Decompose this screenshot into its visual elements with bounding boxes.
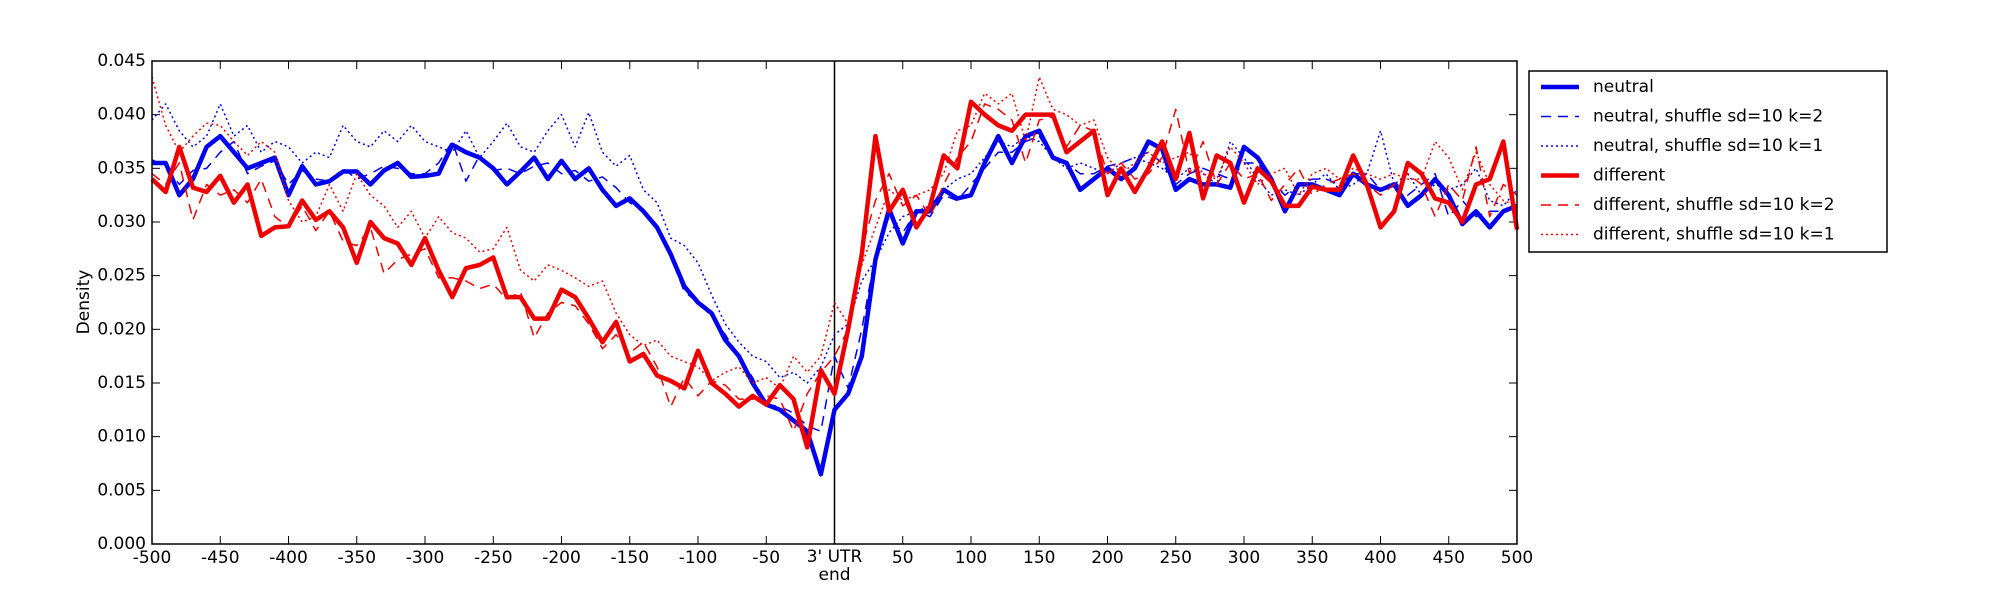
x-tick-label: -100 xyxy=(679,548,718,568)
x-tick-label: -300 xyxy=(406,548,445,568)
y-axis-label: Density xyxy=(74,270,94,335)
y-tick-label: 0.045 xyxy=(97,51,146,71)
x-tick-label: -450 xyxy=(201,548,240,568)
y-tick-label: 0.010 xyxy=(97,427,146,447)
y-tick-label: 0.020 xyxy=(97,319,146,339)
legend-box xyxy=(1528,70,1888,253)
y-tick-label: 0.035 xyxy=(97,158,146,178)
x-tick-label: 200 xyxy=(1091,548,1123,568)
series-line xyxy=(151,103,1518,384)
x-tick-label: -500 xyxy=(133,548,172,568)
x-tick-label: -400 xyxy=(269,548,308,568)
y-tick-label: 0.040 xyxy=(97,105,146,125)
x-tick-label: 350 xyxy=(1296,548,1328,568)
y-tick-label: 0.025 xyxy=(97,266,146,286)
legend-label: neutral xyxy=(1593,77,1654,97)
x-tick-label: 300 xyxy=(1228,548,1260,568)
legend-label: neutral, shuffle sd=10 k=1 xyxy=(1593,136,1823,156)
legend-label: different xyxy=(1593,166,1666,186)
series-line xyxy=(152,128,1518,477)
y-tick-label: 0.015 xyxy=(97,373,146,393)
x-tick-label: -200 xyxy=(542,548,581,568)
legend-label: different, shuffle sd=10 k=2 xyxy=(1593,195,1835,215)
x-tick-label: -250 xyxy=(474,548,513,568)
series-line xyxy=(150,99,1520,450)
x-tick-label: 3' UTR end xyxy=(806,547,863,585)
x-tick-label: 50 xyxy=(892,548,914,568)
x-tick-label: 400 xyxy=(1364,548,1396,568)
x-tick-label: 150 xyxy=(1023,548,1055,568)
plot-frame xyxy=(151,60,1518,545)
x-tick-label: -50 xyxy=(752,548,780,568)
x-tick-label: 500 xyxy=(1501,548,1533,568)
series-line xyxy=(151,135,1518,433)
x-tick-label: -350 xyxy=(337,548,376,568)
legend-label: neutral, shuffle sd=10 k=2 xyxy=(1593,107,1823,127)
legend-label: different, shuffle sd=10 k=1 xyxy=(1593,225,1835,245)
y-tick-label: 0.005 xyxy=(97,480,146,500)
y-tick-label: 0.000 xyxy=(97,534,146,554)
x-tick-label: 250 xyxy=(1160,548,1192,568)
x-tick-label: -150 xyxy=(610,548,649,568)
x-tick-label: 100 xyxy=(955,548,987,568)
x-tick-label: 450 xyxy=(1433,548,1465,568)
y-tick-label: 0.030 xyxy=(97,212,146,232)
series-line xyxy=(151,103,1518,433)
